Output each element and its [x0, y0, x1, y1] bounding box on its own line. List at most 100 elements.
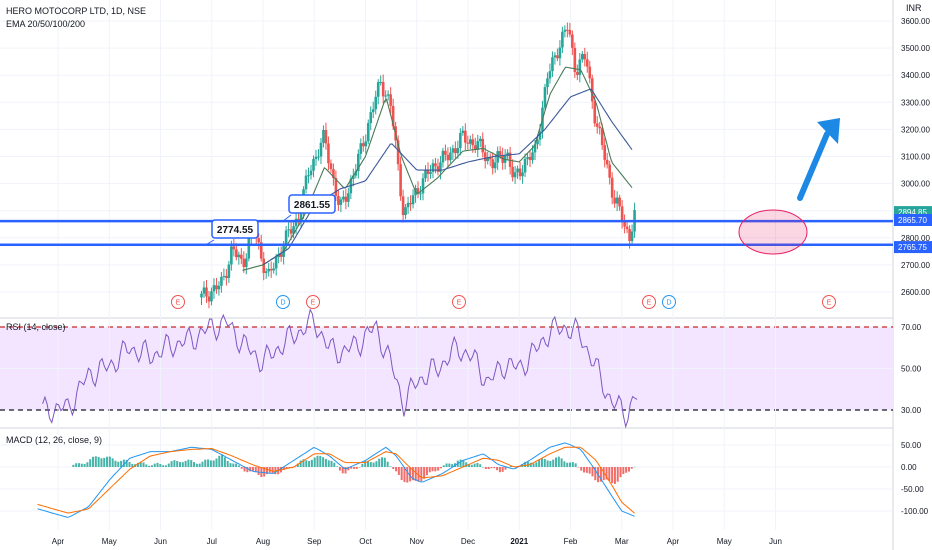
event-marker[interactable] [642, 295, 656, 309]
chart-symbol: HERO MOTOCORP LTD, 1D, NSE [6, 6, 146, 16]
macd-histogram-bar [324, 458, 327, 467]
macd-histogram-bar [299, 460, 302, 467]
macd-histogram-bar [403, 467, 406, 483]
macd-histogram-bar [383, 457, 386, 467]
callout-pointer [205, 239, 215, 246]
candle-body [424, 169, 427, 179]
macd-histogram-bar [145, 464, 148, 467]
candle-body [259, 242, 263, 259]
candle-body [473, 145, 477, 150]
candle-body [344, 196, 348, 202]
x-tick-label: May [717, 537, 732, 546]
candle-body [566, 29, 569, 31]
macd-histogram-bar [470, 464, 473, 467]
candle-body [531, 152, 534, 161]
macd-histogram-bar [136, 462, 139, 467]
y-tick-label: -50.00 [901, 485, 924, 494]
candle-body [222, 275, 226, 277]
candle-body [573, 47, 577, 73]
candle-body [511, 166, 514, 178]
macd-histogram-bar [190, 460, 193, 467]
callout-label: 2861.55 [294, 200, 331, 211]
y-tick-label: 3100.00 [901, 153, 930, 162]
x-tick-label: Apr [667, 537, 680, 546]
macd-histogram-bar [557, 456, 560, 467]
macd-histogram-bar [204, 459, 207, 467]
candle-body [421, 178, 425, 194]
event-marker[interactable] [306, 295, 320, 309]
macd-histogram-bar [552, 459, 555, 467]
candle-body [613, 197, 616, 204]
macd-histogram-bar [591, 467, 594, 477]
candle-body [466, 142, 470, 144]
candle-body [446, 154, 450, 161]
macd-histogram-bar [529, 462, 532, 467]
macd-title: MACD (12, 26, close, 9) [6, 435, 102, 445]
macd-histogram-bar [72, 464, 75, 467]
macd-histogram-bar [386, 461, 389, 467]
macd-histogram-bar [226, 460, 229, 467]
candle-body [536, 139, 539, 145]
price-tag-label: 2894.85 [898, 208, 927, 217]
macd-histogram-bar [554, 457, 557, 467]
candle-body [419, 193, 422, 195]
candle-body [329, 163, 333, 170]
candle-body [217, 285, 221, 290]
candle-body [625, 226, 629, 230]
candle-body [630, 231, 634, 242]
candle-body [381, 81, 385, 97]
callout-pointer [282, 214, 292, 222]
event-marker[interactable] [276, 295, 290, 309]
candle-body [488, 157, 492, 160]
candle-body [605, 159, 609, 165]
event-marker[interactable] [822, 295, 836, 309]
candle-body [322, 130, 325, 143]
macd-histogram-bar [420, 467, 423, 482]
candle-body [284, 230, 288, 247]
macd-histogram-bar [434, 467, 437, 472]
candle-body [242, 258, 246, 268]
candle-body [334, 178, 338, 196]
candle-body [416, 188, 420, 194]
x-tick-label: 2021 [510, 537, 528, 546]
candle-body [406, 202, 410, 208]
time-x-axis: Apr May Jun Jul Aug Sep Oct Nov Dec 2021 Feb Mar Apr… [52, 0, 782, 546]
candle-body [287, 229, 290, 231]
macd-histogram-bar [574, 463, 577, 467]
macd-histogram-bar [232, 463, 235, 467]
candle-body [491, 159, 494, 169]
macd-histogram-bar [400, 467, 403, 481]
macd-histogram-bar [622, 467, 625, 475]
macd-histogram-bar [608, 467, 611, 481]
macd-signal-line [37, 446, 635, 514]
macd-histogram-bar [540, 458, 543, 467]
macd-histogram-bar [111, 458, 114, 467]
macd-histogram-bar [406, 467, 409, 483]
macd-histogram-bar [476, 462, 479, 467]
macd-histogram-bar [510, 465, 513, 467]
y-tick-label: 50.00 [901, 441, 922, 450]
y-tick-label: 3500.00 [901, 44, 930, 53]
candle-body [563, 29, 567, 32]
macd-histogram-bar [369, 462, 372, 467]
macd-line [37, 442, 635, 518]
macd-histogram-bar [411, 467, 414, 481]
candle-body [471, 139, 475, 146]
candle-body [603, 145, 606, 160]
y-tick-label: 3400.00 [901, 71, 930, 80]
event-marker[interactable] [171, 295, 185, 309]
candle-body [409, 202, 412, 205]
y-tick-label: 0.00 [901, 463, 917, 472]
candle-body [513, 172, 517, 178]
candle-body [615, 197, 619, 204]
candle-body [556, 55, 559, 59]
macd-histogram-bar [375, 461, 378, 467]
event-marker[interactable] [662, 295, 676, 309]
macd-histogram-bar [366, 460, 369, 467]
macd-histogram [72, 454, 636, 484]
candle-body [342, 196, 345, 200]
macd-histogram-bar [613, 467, 616, 484]
event-marker[interactable] [452, 295, 466, 309]
support-resistance-levels [0, 219, 893, 246]
